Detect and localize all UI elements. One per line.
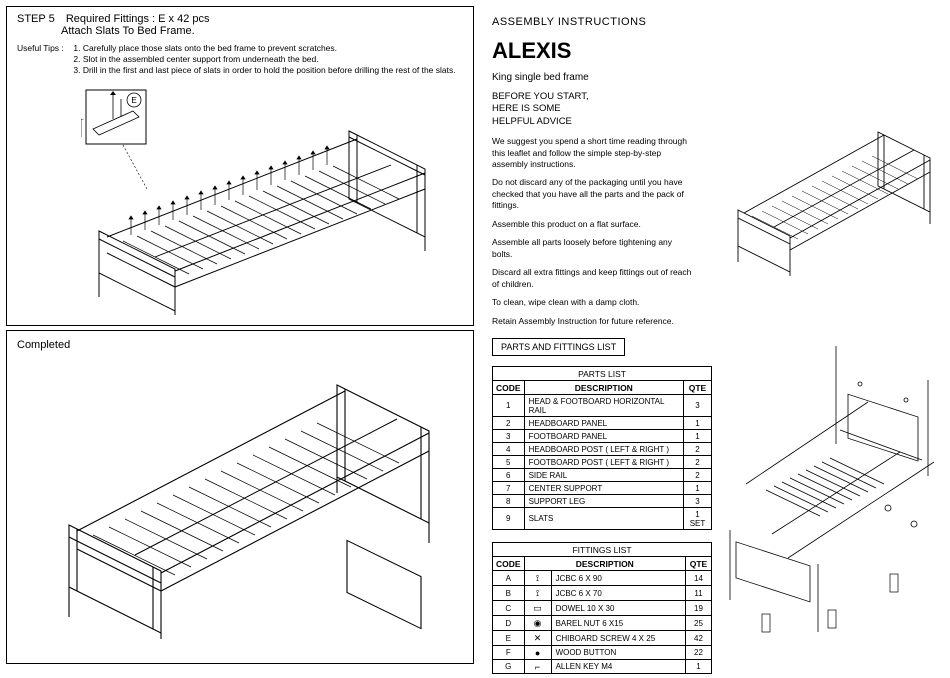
table-row: 4HEADBOARD POST ( LEFT & RIGHT )2 [493,443,712,456]
parts-list-table: PARTS LIST CODE DESCRIPTION QTE 1HEAD & … [492,366,712,530]
step5-panel: STEP 5 Required Fittings : E x 42 pcs At… [6,6,474,326]
advice-heading: BEFORE YOU START, HERE IS SOME HELPFUL A… [492,91,932,128]
table-row: 5FOOTBOARD POST ( LEFT & RIGHT )2 [493,456,712,469]
table-row: A⟟JCBC 6 X 9014 [493,571,712,586]
table-row: 8SUPPORT LEG3 [493,495,712,508]
advice-p6: To clean, wipe clean with a damp cloth. [492,297,692,308]
fitting-icon: ● [528,648,548,658]
completed-panel: Completed [6,330,474,664]
completed-label: Completed [7,331,473,359]
table-row: D◉BAREL NUT 6 X1525 [493,616,712,631]
table-row: 1HEAD & FOOTBOARD HORIZONTAL RAIL3 [493,395,712,417]
assembly-instructions-heading: ASSEMBLY INSTRUCTIONS [492,16,932,28]
fitting-icon: ⌐ [528,662,548,672]
tip-2: 2. Slot in the assembled center support … [73,54,455,65]
advice-p3: Assemble this product on a flat surface. [492,219,692,230]
intro-bed-diagram [730,126,940,286]
callout-letter: E [131,96,136,105]
fittings-table-name: FITTINGS LIST [493,543,712,557]
advice-p1: We suggest you spend a short time readin… [492,136,692,170]
advice-p2: Do not discard any of the packaging unti… [492,177,692,211]
table-row: B⟟JCBC 6 X 7011 [493,586,712,601]
parts-table-name: PARTS LIST [493,367,712,381]
table-row: 9SLATS1 SET [493,508,712,530]
right-column: ASSEMBLY INSTRUCTIONS ALEXIS King single… [478,6,946,666]
parts-fittings-title: PARTS AND FITTINGS LIST [492,338,625,356]
table-row: C▭DOWEL 10 X 3019 [493,601,712,616]
exploded-view-diagram [718,334,944,660]
table-row: F●WOOD BUTTON22 [493,646,712,660]
step5-number: STEP 5 [17,13,55,25]
assembly-instruction-sheet: STEP 5 Required Fittings : E x 42 pcs At… [0,6,950,666]
table-row: 6SIDE RAIL2 [493,469,712,482]
fitting-icon: ⟟ [528,573,548,584]
table-row: G⌐ALLEN KEY M41 [493,660,712,674]
fitting-icon: ✕ [528,633,548,644]
table-row: 2HEADBOARD PANEL1 [493,417,712,430]
table-row: 7CENTER SUPPORT1 [493,482,712,495]
product-name: ALEXIS [492,38,932,64]
tip-3: 3. Drill in the first and last piece of … [73,65,455,76]
tip-1: 1. Carefully place those slats onto the … [73,43,455,54]
step5-subtitle: Attach Slats To Bed Frame. [61,25,463,37]
step5-fittings: Required Fittings : E x 42 pcs [66,13,210,25]
fittings-list-table: FITTINGS LIST CODE DESCRIPTION QTE A⟟JCB… [492,542,712,674]
fitting-icon: ◉ [528,618,548,629]
table-row: 3FOOTBOARD PANEL1 [493,430,712,443]
product-subtitle: King single bed frame [492,72,932,83]
fitting-icon: ▭ [528,603,548,614]
table-row: E✕CHIBOARD SCREW 4 X 2542 [493,631,712,646]
tips-label: Useful Tips : [17,43,71,54]
advice-p7: Retain Assembly Instruction for future r… [492,316,692,327]
intro-panel: ASSEMBLY INSTRUCTIONS ALEXIS King single… [478,6,946,326]
parts-fittings-panel: PARTS AND FITTINGS LIST PARTS LIST CODE … [478,330,946,664]
advice-p4: Assemble all parts loosely before tighte… [492,237,692,260]
step5-bed-diagram [81,119,441,319]
advice-p5: Discard all extra fittings and keep fitt… [492,267,692,290]
completed-bed-diagram [57,375,447,655]
useful-tips: Useful Tips : 1. Carefully place those s… [7,39,473,76]
left-column: STEP 5 Required Fittings : E x 42 pcs At… [6,6,474,666]
fitting-icon: ⟟ [528,588,548,599]
